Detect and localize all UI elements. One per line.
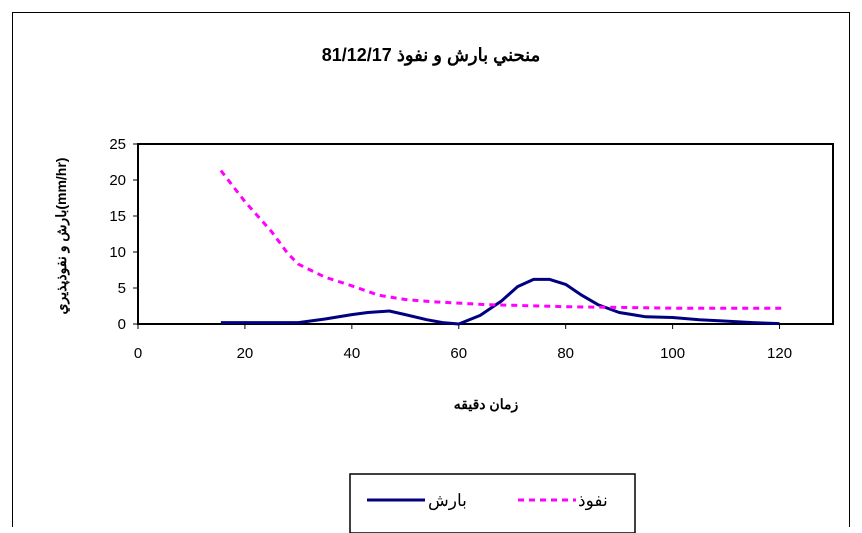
chart-title: منحني بارش و نفوذ 81/12/17 (322, 45, 541, 66)
x-tick-label: 20 (237, 345, 254, 362)
y-tick-label: 0 (118, 316, 126, 333)
x-tick-label: 120 (767, 345, 792, 362)
x-tick-label: 80 (557, 345, 574, 362)
y-tick-label: 10 (109, 244, 126, 261)
x-axis-label: زمان دقيقه (454, 396, 519, 413)
y-axis-label: بارش و نفوذپذيري(mm/hr) (53, 158, 70, 315)
x-tick-label: 60 (450, 345, 467, 362)
legend-label-series-0: بارش (428, 491, 467, 511)
y-tick-label: 20 (109, 172, 126, 189)
y-tick-label: 25 (109, 136, 126, 153)
legend-box (349, 473, 636, 533)
x-axis-ticks: 0 20 40 60 80 100 120 (134, 324, 792, 362)
x-tick-label: 100 (660, 345, 685, 362)
y-axis-ticks: 0 5 10 15 20 25 (109, 136, 138, 333)
y-tick-label: 5 (118, 280, 126, 297)
legend-label-series-1: نفوذ (578, 491, 608, 511)
chart-area (12, 12, 850, 527)
legend: بارش نفوذ (349, 473, 636, 533)
series-line-0 (220, 277, 780, 326)
x-tick-label: 40 (344, 345, 361, 362)
x-tick-label: 0 (134, 345, 142, 362)
y-tick-label: 15 (109, 208, 126, 225)
plot-area (137, 143, 834, 325)
series-layer (219, 169, 785, 326)
series-line-1 (219, 169, 785, 310)
